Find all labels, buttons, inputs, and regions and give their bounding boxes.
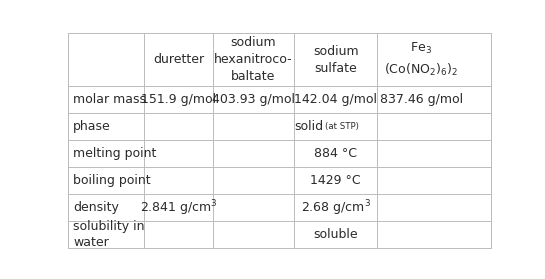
Text: 837.46 g/mol: 837.46 g/mol: [380, 93, 463, 106]
Text: molar mass: molar mass: [73, 93, 146, 106]
Text: 151.9 g/mol: 151.9 g/mol: [141, 93, 216, 106]
Text: solubility in
water: solubility in water: [73, 220, 144, 249]
Text: duretter: duretter: [153, 53, 204, 66]
Text: soluble: soluble: [313, 228, 358, 241]
Text: 1429 °C: 1429 °C: [311, 174, 361, 187]
Text: melting point: melting point: [73, 147, 156, 160]
Text: phase: phase: [73, 120, 111, 133]
Text: density: density: [73, 201, 119, 214]
Text: Fe$_3$
(Co(NO$_2$)$_6$)$_2$: Fe$_3$ (Co(NO$_2$)$_6$)$_2$: [384, 41, 458, 78]
Text: (at STP): (at STP): [325, 122, 359, 131]
Text: sodium
hexanitroco-
baltate: sodium hexanitroco- baltate: [214, 36, 293, 83]
Text: boiling point: boiling point: [73, 174, 151, 187]
Text: 403.93 g/mol: 403.93 g/mol: [212, 93, 295, 106]
Text: 884 °C: 884 °C: [314, 147, 357, 160]
Text: 142.04 g/mol: 142.04 g/mol: [294, 93, 377, 106]
Text: 2.68 g/cm$^3$: 2.68 g/cm$^3$: [301, 198, 371, 218]
Text: sodium
sulfate: sodium sulfate: [313, 45, 359, 75]
Text: solid: solid: [294, 120, 323, 133]
Text: 2.841 g/cm$^3$: 2.841 g/cm$^3$: [140, 198, 217, 218]
